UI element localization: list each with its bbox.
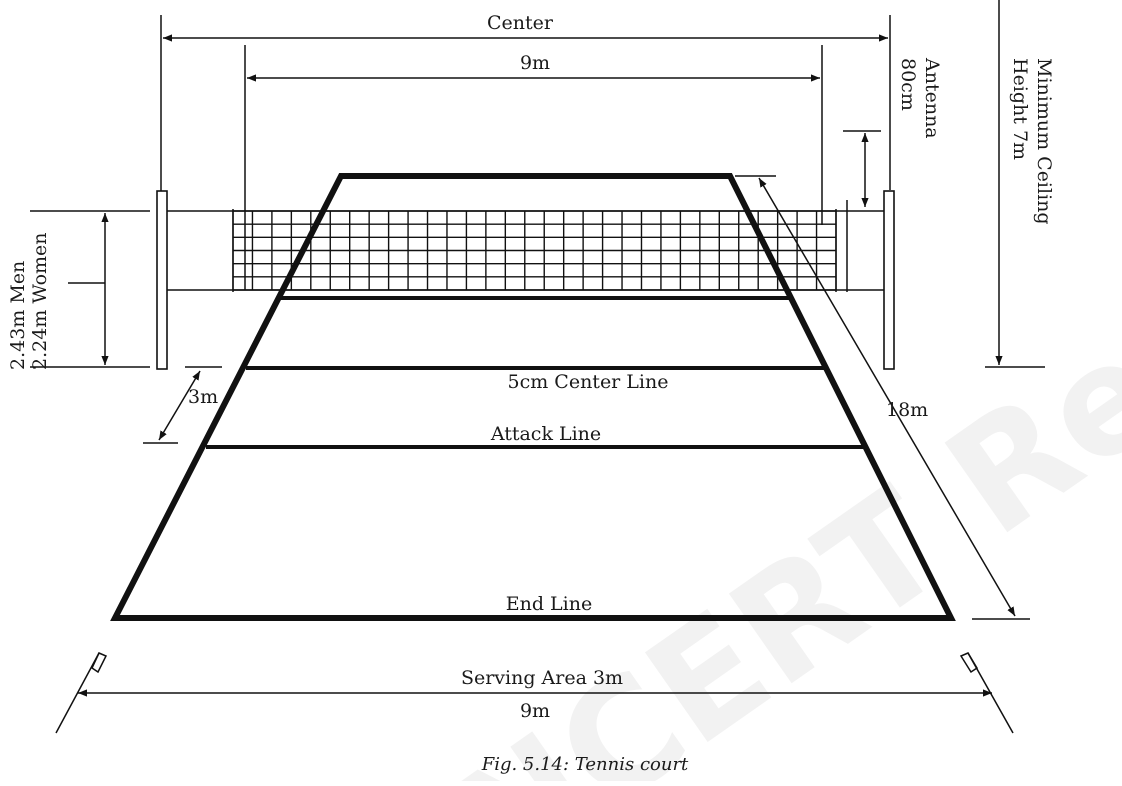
ceiling-label-line2: Height 7m <box>1009 58 1031 160</box>
figure-caption: Fig. 5.14: Tennis court <box>481 754 689 775</box>
center-line-label: 5cm Center Line <box>508 371 669 393</box>
serving-area-dimension: Serving Area 3m 9m <box>55 652 1014 734</box>
end-line-label: End Line <box>506 593 592 615</box>
antenna-label-name: Antenna <box>921 57 943 139</box>
right-post <box>883 190 895 370</box>
attack-line-label: Attack Line <box>490 423 601 445</box>
left-post <box>156 190 168 370</box>
court-boundary <box>110 173 956 621</box>
net-height-men-label: 2.43m Men <box>7 261 29 370</box>
nine-m-top-dimension: 9m <box>244 45 823 290</box>
ceiling-dimension: Minimum Ceiling Height 7m <box>985 0 1055 368</box>
net-height-dimension: 2.43m Men 2.24m Women <box>7 210 150 370</box>
eighteen-m-label: 18m <box>886 399 928 421</box>
antenna-label-80cm: 80cm <box>897 58 919 111</box>
center-dimension: Center <box>160 12 891 192</box>
eighteen-m-dimension: 18m <box>735 175 1030 620</box>
center-label: Center <box>487 12 554 34</box>
three-m-label: 3m <box>188 386 218 408</box>
net <box>167 209 884 292</box>
net-height-women-label: 2.24m Women <box>29 232 51 370</box>
nine-m-top-label: 9m <box>520 52 550 74</box>
three-m-dimension: 3m <box>143 366 222 444</box>
nine-m-bottom-label: 9m <box>520 700 550 722</box>
serving-area-label: Serving Area 3m <box>461 667 623 689</box>
ceiling-label-line1: Minimum Ceiling <box>1033 58 1055 225</box>
